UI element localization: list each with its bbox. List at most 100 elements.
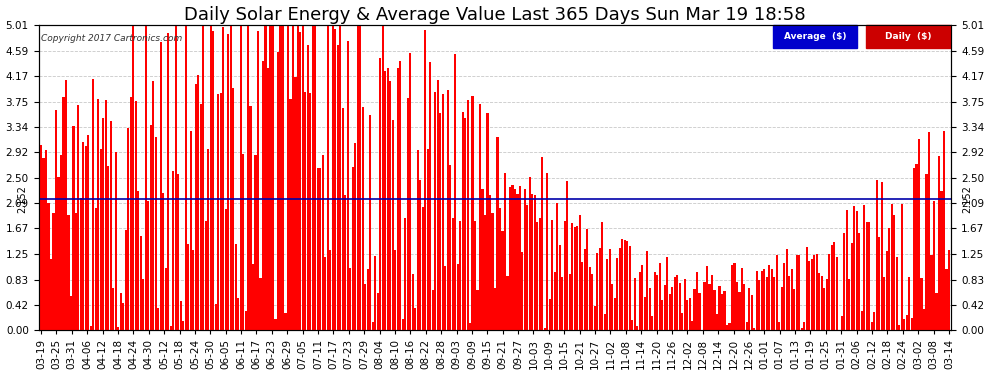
Bar [537, 222, 539, 330]
Bar [287, 25, 289, 330]
Bar [626, 241, 629, 330]
Bar [419, 180, 421, 330]
Bar [921, 278, 923, 330]
Bar [926, 174, 928, 330]
Bar [72, 126, 74, 330]
Bar [581, 261, 583, 330]
Bar [232, 88, 235, 330]
Bar [366, 268, 369, 330]
Bar [624, 240, 626, 330]
Bar [349, 268, 351, 330]
Bar [242, 154, 245, 330]
Bar [696, 272, 698, 330]
Bar [940, 191, 942, 330]
Bar [237, 298, 240, 330]
Bar [831, 244, 833, 330]
Bar [432, 290, 434, 330]
Bar [140, 236, 142, 330]
Bar [501, 231, 504, 330]
Bar [304, 92, 307, 330]
Bar [402, 319, 404, 330]
Bar [337, 45, 339, 330]
Bar [397, 68, 399, 330]
Bar [642, 264, 644, 330]
Bar [399, 61, 401, 330]
Bar [80, 198, 82, 330]
Bar [637, 326, 639, 330]
Bar [97, 99, 99, 330]
Bar [761, 272, 763, 330]
Bar [888, 228, 890, 330]
Bar [167, 33, 169, 330]
Bar [829, 254, 831, 330]
Bar [412, 274, 414, 330]
Bar [494, 288, 496, 330]
Bar [534, 195, 536, 330]
Bar [913, 168, 915, 330]
Bar [616, 258, 619, 330]
Bar [646, 251, 648, 330]
Bar [182, 321, 184, 330]
Bar [653, 272, 655, 330]
Bar [755, 271, 758, 330]
Bar [942, 131, 945, 330]
Bar [798, 255, 800, 330]
Bar [634, 278, 636, 330]
Bar [768, 266, 770, 330]
Bar [364, 284, 366, 330]
Bar [745, 322, 748, 330]
Bar [82, 142, 84, 330]
Bar [325, 257, 327, 330]
Bar [604, 314, 606, 330]
Bar [739, 292, 741, 330]
Bar [145, 25, 147, 330]
Bar [589, 267, 591, 330]
Bar [322, 155, 324, 330]
Bar [507, 276, 509, 330]
Bar [269, 25, 271, 330]
Bar [619, 248, 621, 330]
Bar [57, 177, 59, 330]
Bar [724, 291, 726, 330]
Bar [274, 319, 276, 330]
Bar [489, 195, 491, 330]
Bar [908, 277, 910, 330]
Bar [818, 273, 821, 330]
Bar [850, 243, 852, 330]
Bar [133, 25, 135, 330]
Bar [327, 25, 329, 330]
Bar [354, 143, 356, 330]
Bar [330, 250, 332, 330]
Bar [110, 120, 112, 330]
Bar [309, 93, 312, 330]
Bar [387, 68, 389, 330]
Bar [123, 303, 125, 330]
Bar [284, 314, 286, 330]
Bar [686, 300, 688, 330]
Text: 2.152: 2.152 [18, 185, 28, 213]
Bar [210, 25, 212, 330]
Bar [148, 201, 149, 330]
Bar [70, 296, 72, 330]
Bar [469, 323, 471, 330]
Bar [464, 118, 466, 330]
Bar [532, 194, 534, 330]
Bar [836, 257, 838, 330]
Bar [417, 150, 419, 330]
Bar [716, 314, 718, 330]
Bar [776, 255, 778, 330]
Bar [252, 264, 254, 330]
Bar [277, 53, 279, 330]
Bar [245, 311, 247, 330]
Bar [225, 209, 227, 330]
Bar [105, 100, 107, 330]
Bar [456, 264, 458, 330]
Bar [345, 195, 346, 330]
Bar [292, 25, 294, 330]
Bar [883, 278, 885, 330]
Bar [361, 107, 364, 330]
Bar [644, 297, 645, 330]
Bar [569, 274, 571, 330]
Bar [938, 156, 940, 330]
Bar [52, 213, 54, 330]
